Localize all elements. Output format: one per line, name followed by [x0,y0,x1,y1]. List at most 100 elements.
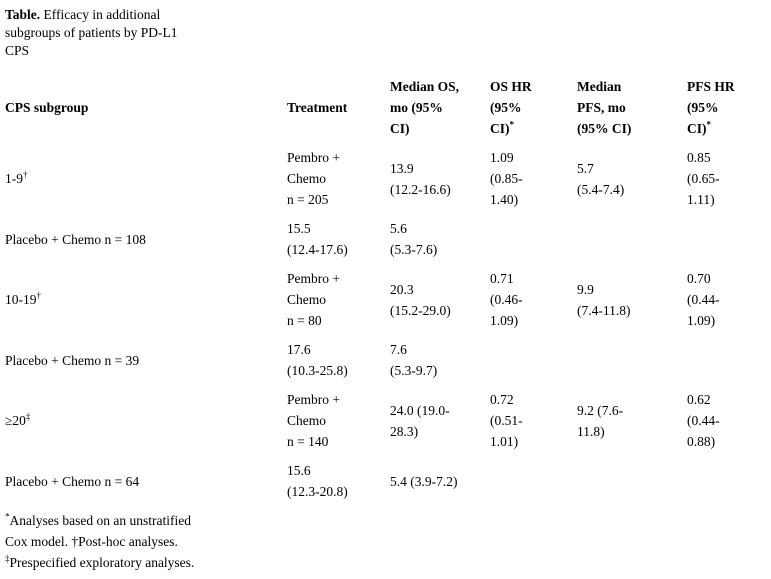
cell-text: Placebo + Chemo n = 39 [5,352,140,368]
column-header-median-pfs: Median PFS, mo (95% CI) [577,72,687,143]
header-row: CPS subgroup Treatment Median OS, mo (95… [5,72,771,143]
cell-text: 1-9 [5,171,23,186]
superscript-marker: † [23,169,28,180]
superscript-marker: ‡ [25,411,31,422]
cell-pfs-hr [687,214,771,264]
cell-text: 10-19 [5,292,37,307]
cell-cps-subgroup: Placebo + Chemo n = 39 [5,335,287,385]
column-header-cps-subgroup: CPS subgroup [5,72,287,143]
cell-text: Placebo + Chemo n = 64 [5,473,140,489]
cell-median-os: 5.4 (3.9-7.2) [390,456,490,506]
superscript-marker: * [706,119,712,130]
cell-text: 24.0 (19.0- 28.3) [390,402,450,439]
footnotes: *Analyses based on an unstratified Cox m… [5,510,295,573]
cell-os-hr: 1.09 (0.85- 1.40) [490,143,577,214]
cell-text: 0.62 (0.44- 0.88) [687,392,720,449]
cell-text: Pembro + Chemo n = 80 [287,271,340,328]
cell-text: 17.6 (10.3-25.8) [287,342,348,378]
cell-median-os: 5.6 (5.3-7.6) [390,214,490,264]
cell-text: 15.6 (12.3-20.8) [287,463,348,499]
column-header-label: Median PFS, mo (95% CI) [577,79,632,136]
cell-text: Pembro + Chemo n = 140 [287,392,340,449]
cell-median-pfs: 9.2 (7.6- 11.8) [577,385,687,456]
cell-treatment: 15.6 (12.3-20.8) [287,456,390,506]
cell-pfs-hr [687,456,771,506]
column-header-median-os: Median OS, mo (95% CI) [390,72,490,143]
cell-median-os: 13.9 (12.2-16.6) [390,143,490,214]
superscript-marker: * [509,119,515,130]
cell-median-pfs [577,456,687,506]
table-row: 1-9† Pembro + Chemo n = 205 13.9 (12.2-1… [5,143,771,214]
table-row: 10-19† Pembro + Chemo n = 80 20.3 (15.2-… [5,264,771,335]
cell-median-os: 7.6 (5.3-9.7) [390,335,490,385]
table-row: ≥20‡ Pembro + Chemo n = 140 24.0 (19.0- … [5,385,771,456]
cell-pfs-hr: 0.85 (0.65- 1.11) [687,143,771,214]
cell-text: 0.71 (0.46- 1.09) [490,271,523,328]
cell-pfs-hr [687,335,771,385]
cell-cps-subgroup: Placebo + Chemo n = 64 [5,456,287,506]
cell-median-pfs: 5.7 (5.4-7.4) [577,143,687,214]
cell-cps-subgroup: Placebo + Chemo n = 108 [5,214,287,264]
caption-label: Table. [5,7,41,22]
column-header-label: Treatment [287,100,348,115]
cell-text: 5.7 (5.4-7.4) [577,160,625,197]
cell-treatment: Pembro + Chemo n = 205 [287,143,390,214]
footnote-line: ‡Prespecified exploratory analyses. [5,552,295,573]
cell-text: 5.6 (5.3-7.6) [390,221,438,257]
table-row: Placebo + Chemo n = 64 15.6 (12.3-20.8) … [5,456,771,506]
column-header-os-hr: OS HR (95% CI)* [490,72,577,143]
caption-text: Efficacy in additional subgroups of pati… [5,7,178,58]
cell-text: Pembro + Chemo n = 205 [287,150,340,207]
cell-treatment: 17.6 (10.3-25.8) [287,335,390,385]
cell-treatment: 15.5 (12.4-17.6) [287,214,390,264]
footnote-line: Cox model. †Post-hoc analyses. [5,531,295,552]
cell-median-os: 20.3 (15.2-29.0) [390,264,490,335]
column-header-label: PFS HR (95% CI) [687,79,735,136]
cell-text: Placebo + Chemo n = 108 [5,231,146,247]
cell-text: 9.9 (7.4-11.8) [577,281,631,318]
cell-text: 1.09 (0.85- 1.40) [490,150,523,207]
column-header-treatment: Treatment [287,72,390,143]
cell-text: 5.4 (3.9-7.2) [390,473,458,489]
cell-cps-subgroup: 1-9† [5,143,287,214]
column-header-label: CPS subgroup [5,100,89,115]
table-caption: Table. Efficacy in additional subgroups … [5,6,305,60]
cell-median-os: 24.0 (19.0- 28.3) [390,385,490,456]
cell-pfs-hr: 0.70 (0.44- 1.09) [687,264,771,335]
cell-cps-subgroup: ≥20‡ [5,385,287,456]
footnote-line: *Analyses based on an unstratified [5,510,295,531]
cell-text: 15.5 (12.4-17.6) [287,221,348,257]
cell-os-hr [490,214,577,264]
cell-median-pfs [577,214,687,264]
column-header-label: Median OS, mo (95% CI) [390,79,460,136]
efficacy-table: CPS subgroup Treatment Median OS, mo (95… [5,72,771,506]
cell-text: 13.9 (12.2-16.6) [390,160,451,197]
cell-treatment: Pembro + Chemo n = 80 [287,264,390,335]
cell-median-pfs [577,335,687,385]
cell-os-hr: 0.72 (0.51- 1.01) [490,385,577,456]
cell-text: 0.72 (0.51- 1.01) [490,392,523,449]
cell-text: 0.70 (0.44- 1.09) [687,271,720,328]
footnote-text: Cox model. †Post-hoc analyses. [5,534,178,549]
cell-pfs-hr: 0.62 (0.44- 0.88) [687,385,771,456]
footnote-text: Analyses based on an unstratified [9,513,191,528]
cell-os-hr: 0.71 (0.46- 1.09) [490,264,577,335]
table-row: Placebo + Chemo n = 108 15.5 (12.4-17.6)… [5,214,771,264]
superscript-marker: † [36,290,42,301]
cell-cps-subgroup: 10-19† [5,264,287,335]
column-header-pfs-hr: PFS HR (95% CI)* [687,72,771,143]
cell-os-hr [490,335,577,385]
cell-text: 0.85 (0.65- 1.11) [687,150,720,207]
footnote-text: Prespecified exploratory analyses. [9,555,195,570]
cell-os-hr [490,456,577,506]
cell-text: 20.3 (15.2-29.0) [390,281,451,318]
table-row: Placebo + Chemo n = 39 17.6 (10.3-25.8) … [5,335,771,385]
cell-median-pfs: 9.9 (7.4-11.8) [577,264,687,335]
column-header-label: OS HR (95% CI) [490,79,532,136]
cell-text: 7.6 (5.3-9.7) [390,342,438,378]
cell-text: ≥20 [5,413,26,428]
footnote-marker: ‡ [5,553,10,564]
cell-text: 9.2 (7.6- 11.8) [577,402,624,439]
footnote-marker: * [5,511,10,522]
